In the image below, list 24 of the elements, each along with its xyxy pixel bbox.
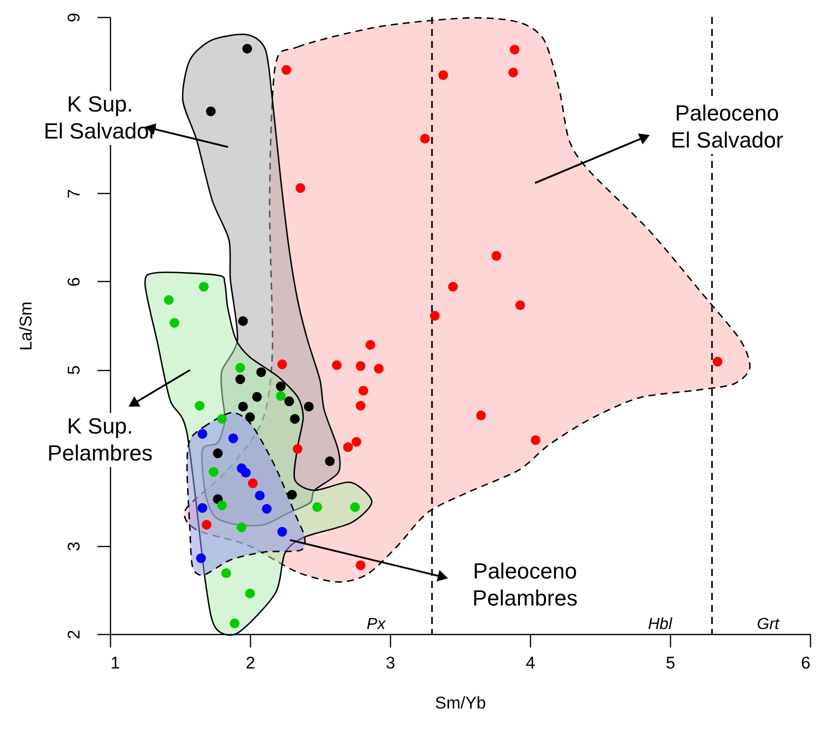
- y-tick-label: 3: [64, 542, 84, 552]
- annotation: K Sup. Pelambres: [47, 414, 153, 466]
- y-tick-label: 9: [64, 12, 84, 22]
- annotation: Paleoceno El Salvador: [670, 100, 784, 152]
- x-tick-label: 1: [110, 654, 120, 672]
- x-tick-label: 2: [246, 654, 256, 672]
- y-tick-label: 5: [64, 365, 84, 375]
- point: [164, 295, 174, 305]
- x-tick-label: 3: [386, 654, 396, 672]
- annotation: Grt: [756, 616, 780, 633]
- x-tick-label: 6: [801, 654, 810, 672]
- x-tick-label: 5: [666, 654, 676, 672]
- annotation: Paleoceno Pelambres: [472, 558, 578, 610]
- x-tick-label: 4: [526, 654, 536, 672]
- annotation: Px: [366, 616, 386, 633]
- y-tick-label: 6: [64, 277, 84, 287]
- point: [230, 618, 240, 628]
- y-tick-label: 7: [64, 189, 84, 199]
- y-axis-title: La/Sm: [16, 301, 36, 351]
- annotation: Hbl: [648, 616, 672, 633]
- point: [170, 318, 180, 328]
- point: [245, 588, 255, 598]
- x-axis-title: Sm/Yb: [434, 694, 486, 712]
- y-tick-label: 2: [64, 630, 84, 640]
